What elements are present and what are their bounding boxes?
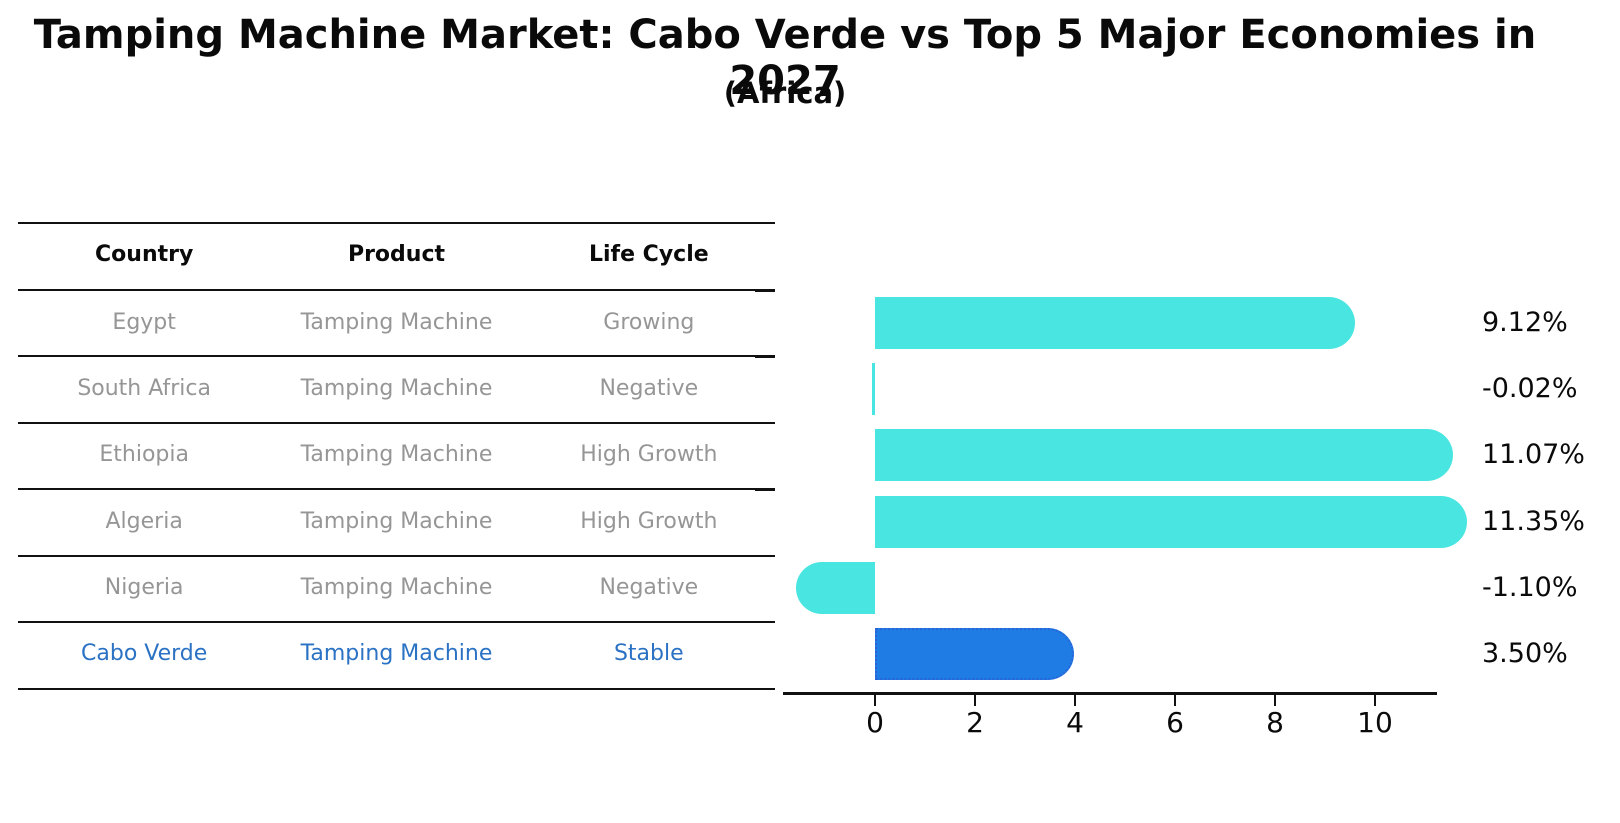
value-label: -1.10% (1482, 572, 1578, 603)
x-tick (974, 694, 976, 706)
table-rule (18, 621, 775, 623)
x-tick-label: 0 (866, 706, 884, 739)
table-row: Algeria Tamping Machine High Growth (18, 499, 775, 545)
life-cycle-cell: Negative (599, 574, 699, 600)
bar-nigeria (796, 562, 875, 614)
x-tick-label: 6 (1166, 706, 1184, 739)
life-cycle-cell: Growing (603, 309, 695, 335)
x-tick-label: 4 (1066, 706, 1084, 739)
y-tick (755, 688, 775, 690)
y-tick (755, 621, 775, 623)
country-cell: Cabo Verde (81, 640, 208, 666)
product-cell: Tamping Machine (300, 309, 493, 335)
bar-ethiopia (875, 429, 1453, 481)
life-cycle-cell: High Growth (580, 508, 718, 534)
bar-algeria (875, 496, 1467, 548)
country-cell: Ethiopia (99, 441, 189, 467)
bar-south-africa (872, 363, 875, 415)
country-cell: South Africa (77, 375, 211, 401)
table-row: Nigeria Tamping Machine Negative (18, 565, 775, 611)
table-rule (18, 688, 775, 690)
country-cell: Algeria (105, 508, 183, 534)
product-cell: Tamping Machine (300, 375, 493, 401)
country-cell: Egypt (112, 309, 176, 335)
life-cycle-cell: Negative (599, 375, 699, 401)
x-tick (1274, 694, 1276, 706)
chart-subtitle: (Africa) (723, 76, 847, 110)
x-tick (1174, 694, 1176, 706)
y-tick (755, 555, 775, 557)
table-rule (18, 422, 775, 424)
x-tick-label: 8 (1266, 706, 1284, 739)
bar-highlight-cabo-verde (875, 628, 1074, 680)
table-rule (18, 289, 775, 291)
table-rule (18, 355, 775, 357)
y-tick (755, 356, 775, 358)
x-tick (1074, 694, 1076, 706)
value-label: -0.02% (1482, 373, 1578, 404)
x-tick (1374, 694, 1376, 706)
bar-egypt (875, 297, 1355, 349)
x-tick (874, 694, 876, 706)
column-header-product: Product (347, 241, 446, 267)
country-cell: Nigeria (104, 574, 184, 600)
x-tick-label: 2 (966, 706, 984, 739)
y-tick (755, 422, 775, 424)
table-row: Egypt Tamping Machine Growing (18, 300, 775, 346)
product-cell: Tamping Machine (300, 508, 493, 534)
life-cycle-cell: Stable (613, 640, 684, 666)
table-header-row: Country Product Life Cycle (18, 232, 775, 278)
table-row: Ethiopia Tamping Machine High Growth (18, 432, 775, 478)
x-tick-label: 10 (1357, 706, 1393, 739)
table-row: Cabo Verde Tamping Machine Stable (18, 631, 775, 677)
y-tick (755, 290, 775, 292)
y-tick (755, 489, 775, 491)
value-label: 11.35% (1482, 506, 1585, 537)
table-rule (18, 488, 775, 490)
column-header-life-cycle: Life Cycle (588, 241, 709, 267)
column-header-country: Country (95, 241, 194, 267)
product-cell: Tamping Machine (300, 441, 493, 467)
table-row: South Africa Tamping Machine Negative (18, 366, 775, 412)
life-cycle-cell: High Growth (580, 441, 718, 467)
product-cell: Tamping Machine (300, 574, 493, 600)
value-label: 9.12% (1482, 307, 1568, 338)
table-rule (18, 222, 775, 224)
product-cell: Tamping Machine (300, 640, 493, 666)
x-axis-line (783, 692, 1437, 695)
value-label: 3.50% (1482, 638, 1568, 669)
value-label: 11.07% (1482, 439, 1585, 470)
chart-title: Tamping Machine Market: Cabo Verde vs To… (33, 12, 1537, 104)
table-rule (18, 555, 775, 557)
